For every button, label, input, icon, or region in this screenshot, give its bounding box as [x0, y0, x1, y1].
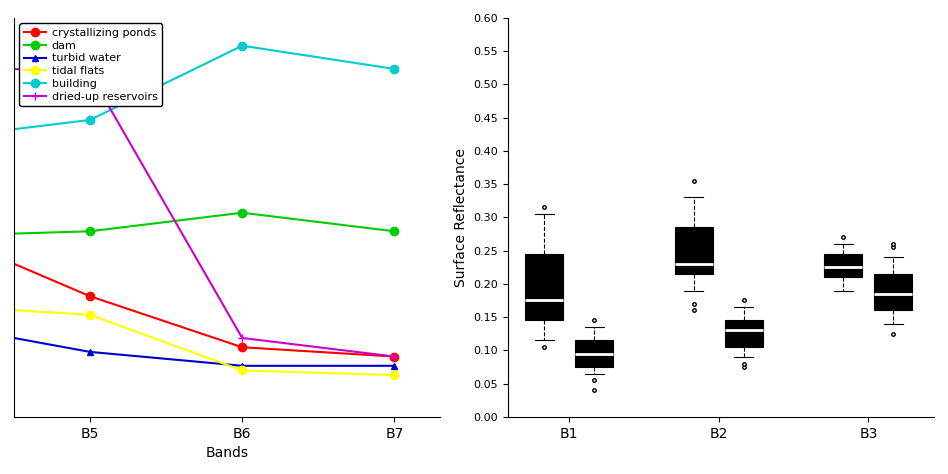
PathPatch shape: [675, 228, 713, 274]
PathPatch shape: [525, 254, 563, 320]
Y-axis label: Surface Reflectance: Surface Reflectance: [454, 148, 468, 287]
X-axis label: Bands: Bands: [206, 446, 248, 460]
PathPatch shape: [825, 254, 863, 277]
PathPatch shape: [874, 274, 912, 310]
PathPatch shape: [724, 320, 763, 347]
PathPatch shape: [575, 340, 613, 367]
Legend: crystallizing ponds, dam, turbid water, tidal flats, building, dried-up reservoi: crystallizing ponds, dam, turbid water, …: [20, 23, 162, 106]
